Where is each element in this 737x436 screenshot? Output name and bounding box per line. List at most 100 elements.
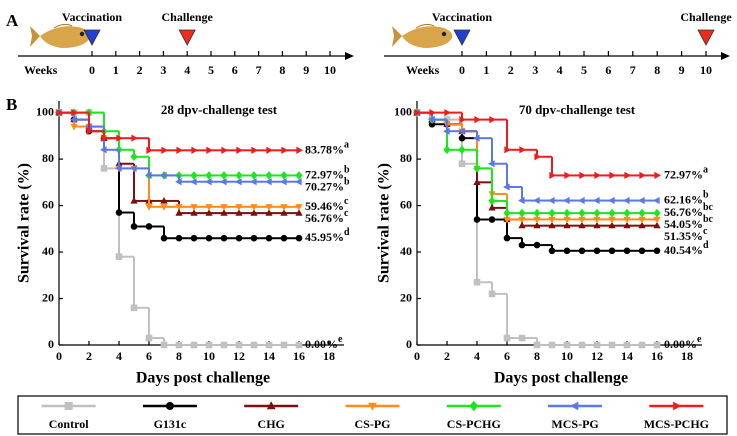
end-value: 72.97% bbox=[664, 167, 703, 181]
marker bbox=[191, 146, 198, 154]
x-tick-label: 4 bbox=[116, 349, 122, 363]
y-axis-label: Survival rate (%) bbox=[376, 163, 393, 283]
marker bbox=[623, 208, 631, 218]
marker bbox=[71, 108, 78, 117]
panel-label: A bbox=[6, 11, 19, 30]
marker bbox=[205, 209, 213, 216]
end-label: 62.16%b bbox=[664, 190, 709, 206]
marker bbox=[176, 146, 183, 154]
marker bbox=[414, 108, 421, 117]
marker bbox=[145, 334, 153, 342]
marker bbox=[623, 216, 631, 224]
vaccination-label: Vaccination bbox=[62, 10, 123, 24]
x-axis-label: Days post challenge bbox=[136, 370, 270, 387]
marker bbox=[533, 341, 541, 349]
marker bbox=[281, 146, 288, 154]
marker bbox=[503, 234, 511, 242]
legend-box bbox=[17, 395, 728, 435]
marker bbox=[165, 402, 174, 410]
marker bbox=[235, 341, 243, 349]
marker bbox=[190, 234, 198, 242]
marker bbox=[519, 146, 526, 154]
x-tick-label: 14 bbox=[263, 349, 275, 363]
marker bbox=[518, 216, 526, 224]
y-tick-label: 80 bbox=[42, 151, 54, 165]
challenge-marker bbox=[178, 29, 196, 46]
end-label: 83.78%a bbox=[305, 140, 349, 156]
marker bbox=[488, 196, 496, 206]
marker bbox=[474, 115, 481, 124]
marker bbox=[533, 208, 541, 218]
marker bbox=[115, 253, 123, 260]
marker bbox=[429, 108, 436, 117]
marker bbox=[548, 221, 556, 229]
marker bbox=[473, 216, 481, 223]
marker bbox=[190, 341, 198, 349]
marker bbox=[489, 115, 496, 124]
marker bbox=[444, 108, 451, 117]
marker bbox=[608, 247, 616, 255]
marker bbox=[100, 146, 107, 154]
marker bbox=[115, 164, 122, 173]
marker bbox=[608, 196, 615, 205]
marker bbox=[295, 209, 303, 216]
x-tick-label: 8 bbox=[176, 349, 182, 363]
end-value: 56.76% bbox=[664, 205, 703, 219]
marker bbox=[624, 171, 631, 180]
marker bbox=[295, 234, 303, 242]
marker bbox=[623, 196, 630, 205]
legend-label: CS-PG bbox=[355, 417, 391, 431]
end-label: 40.54%d bbox=[664, 240, 709, 256]
marker bbox=[160, 171, 167, 179]
marker bbox=[473, 278, 481, 286]
marker bbox=[295, 178, 302, 186]
marker bbox=[296, 146, 303, 154]
marker bbox=[190, 171, 198, 180]
marker bbox=[548, 196, 555, 205]
marker bbox=[578, 221, 586, 229]
x-tick-label: 12 bbox=[591, 349, 603, 363]
marker bbox=[518, 196, 525, 205]
marker bbox=[609, 171, 616, 180]
timeline-tick-label: 4 bbox=[184, 63, 190, 77]
marker bbox=[593, 216, 601, 224]
challenge-label: Challenge bbox=[162, 10, 214, 24]
marker bbox=[473, 134, 480, 142]
marker bbox=[235, 178, 242, 186]
marker bbox=[653, 216, 661, 224]
marker bbox=[295, 204, 303, 211]
significance-letter: c bbox=[344, 196, 349, 207]
x-tick-label: 4 bbox=[474, 349, 480, 363]
end-label: 0.00%e bbox=[305, 334, 343, 350]
marker bbox=[56, 108, 63, 117]
marker bbox=[220, 171, 228, 180]
marker bbox=[235, 171, 243, 180]
marker bbox=[64, 402, 73, 410]
marker bbox=[236, 146, 243, 154]
y-tick-label: 40 bbox=[400, 244, 412, 258]
panel-label: B bbox=[6, 95, 17, 114]
y-tick-label: 40 bbox=[42, 244, 54, 258]
marker bbox=[623, 341, 631, 349]
marker bbox=[563, 341, 571, 349]
marker bbox=[653, 341, 661, 349]
marker bbox=[488, 203, 496, 211]
timeline-tick-label: 8 bbox=[279, 63, 285, 77]
marker bbox=[488, 290, 496, 298]
marker bbox=[458, 134, 466, 142]
x-tick-label: 0 bbox=[414, 349, 420, 363]
marker bbox=[623, 247, 631, 255]
significance-letter: a bbox=[703, 165, 708, 176]
series bbox=[414, 108, 661, 180]
marker bbox=[160, 204, 168, 211]
marker bbox=[578, 208, 586, 218]
timeline-tick-label: 7 bbox=[630, 63, 636, 77]
marker bbox=[190, 204, 198, 211]
marker bbox=[265, 171, 273, 180]
timeline-tick-label: 8 bbox=[654, 63, 660, 77]
marker bbox=[578, 247, 586, 255]
significance-letter: b bbox=[344, 165, 350, 176]
marker bbox=[130, 196, 138, 204]
marker bbox=[608, 208, 616, 218]
x-tick-label: 16 bbox=[651, 349, 663, 363]
